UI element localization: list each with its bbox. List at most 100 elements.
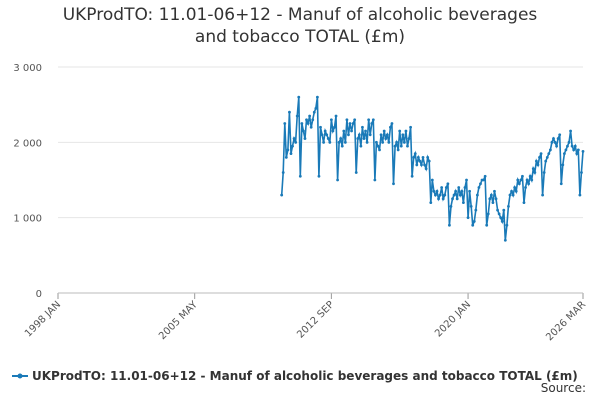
data-point: [413, 152, 417, 156]
x-tick-label: 2012 SEP: [295, 299, 336, 340]
data-point: [423, 163, 426, 167]
data-point: [500, 220, 504, 223]
data-point: [357, 133, 361, 137]
data-point: [297, 95, 301, 99]
data-point: [448, 223, 451, 227]
data-point: [555, 144, 558, 148]
data-point: [350, 129, 353, 133]
data-point: [553, 140, 557, 144]
data-point: [368, 133, 372, 137]
data-point: [385, 133, 389, 137]
data-point: [528, 174, 532, 178]
data-point: [458, 193, 462, 197]
data-point: [547, 152, 551, 156]
data-point: [410, 174, 414, 178]
data-point: [345, 118, 349, 122]
data-point: [479, 182, 482, 186]
data-point: [437, 197, 440, 201]
data-point: [412, 156, 416, 159]
data-point: [390, 122, 394, 125]
data-point: [392, 182, 395, 186]
data-point: [544, 159, 548, 163]
data-point: [510, 189, 513, 193]
data-point: [483, 174, 487, 178]
data-point: [320, 133, 324, 137]
data-point: [452, 193, 456, 197]
data-point: [575, 152, 579, 156]
data-point: [322, 140, 326, 144]
data-point: [463, 186, 467, 189]
data-point: [562, 152, 566, 156]
data-point: [373, 178, 377, 182]
data-point: [388, 125, 392, 129]
data-point: [457, 186, 461, 189]
data-point: [333, 125, 336, 129]
data-point: [558, 133, 562, 137]
data-point: [451, 197, 454, 201]
data-point: [496, 208, 499, 212]
data-point: [393, 144, 397, 148]
data-point: [455, 197, 459, 201]
data-point: [474, 208, 478, 212]
data-point: [298, 174, 302, 178]
data-point: [426, 156, 430, 159]
data-point: [570, 144, 574, 148]
source: Source:: [541, 381, 586, 395]
data-point: [342, 129, 346, 133]
data-point: [343, 140, 347, 144]
data-point: [573, 144, 577, 148]
data-point: [556, 137, 560, 140]
data-point: [550, 140, 554, 144]
data-point: [418, 159, 422, 163]
data-point: [407, 137, 411, 140]
data-point: [340, 144, 344, 148]
data-point: [505, 223, 509, 227]
data-point: [328, 140, 332, 144]
data-point: [315, 95, 319, 99]
data-point: [514, 189, 518, 193]
data-point: [440, 186, 444, 189]
data-point: [545, 156, 549, 159]
data-point: [477, 186, 481, 189]
data-point: [291, 144, 294, 148]
data-point: [375, 140, 378, 144]
data-point: [533, 171, 537, 174]
x-tick-label: 1998 JAN: [23, 299, 63, 339]
data-point: [371, 118, 375, 122]
data-point: [493, 189, 496, 193]
data-point: [354, 171, 358, 174]
data-point: [348, 122, 352, 125]
data-point: [482, 178, 485, 182]
data-point: [311, 118, 315, 122]
data-point: [376, 144, 380, 148]
data-point: [572, 148, 576, 152]
x-tick-label: 2026 MAR: [544, 299, 588, 343]
data-point: [454, 189, 458, 193]
data-point: [485, 223, 489, 227]
data-point: [309, 125, 313, 129]
data-point: [401, 133, 405, 137]
data-point: [289, 152, 293, 156]
data-point: [430, 178, 434, 182]
data-point: [364, 129, 367, 133]
data-point: [499, 216, 503, 220]
data-point: [365, 140, 369, 144]
data-point: [524, 186, 527, 189]
chart-title: UKProdTO: 11.01-06+12 - Manuf of alcohol…: [63, 5, 538, 47]
data-point: [329, 118, 333, 122]
data-point: [339, 137, 343, 140]
data-point: [542, 171, 546, 174]
data-point: [513, 186, 517, 189]
data-point: [323, 129, 327, 133]
data-point: [530, 178, 534, 182]
data-point: [353, 118, 357, 122]
data-point: [489, 193, 493, 197]
data-point: [334, 114, 338, 118]
data-point: [306, 122, 310, 125]
data-point: [303, 137, 307, 140]
data-point: [331, 129, 335, 133]
data-point: [527, 182, 531, 186]
x-tick-label: 2020 JAN: [433, 299, 473, 339]
data-point: [406, 144, 409, 148]
legend-label: UKProdTO: 11.01-06+12 - Manuf of alcohol…: [32, 369, 578, 383]
